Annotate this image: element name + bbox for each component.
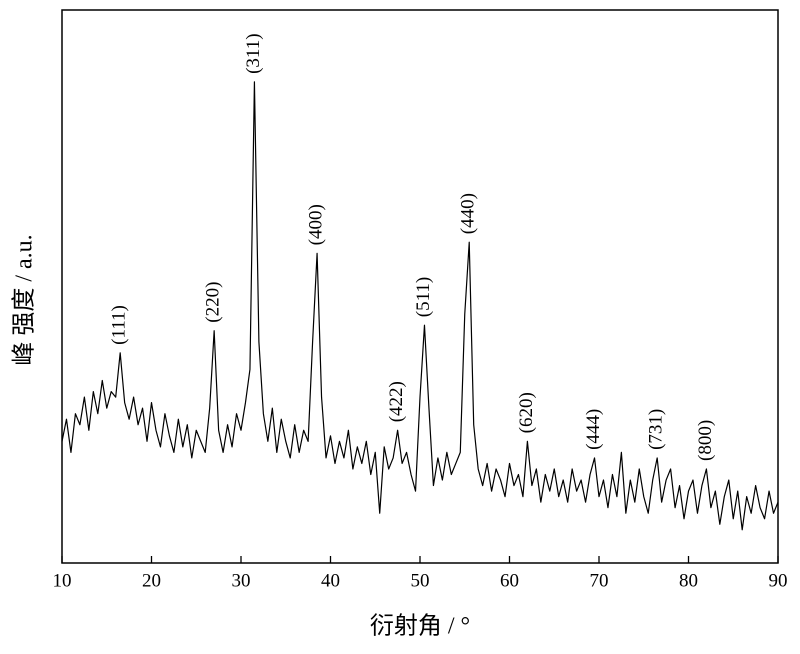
peak-label: (620) [516,392,537,433]
data-line [61,81,779,531]
x-tick-label: 70 [590,570,609,591]
x-tick-label: 90 [769,570,788,591]
x-tick-label: 10 [53,570,72,591]
peak-label: (311) [243,33,264,73]
x-axis-title: 衍射角 / ° [370,613,470,640]
peak-label: (111) [109,305,130,345]
x-tick-label: 60 [500,570,519,591]
x-tick-label: 20 [142,570,161,591]
peak-label: (731) [646,409,667,450]
peak-label: (440) [458,193,479,234]
x-tick-label: 40 [321,570,340,591]
peak-label: (511) [413,277,434,317]
x-tick-label: 50 [411,570,430,591]
y-axis-title: 峰 强度 / a.u. [11,234,38,365]
x-tick-label: 80 [679,570,698,591]
x-tick-label: 30 [232,570,251,591]
peak-label: (800) [695,420,716,461]
peak-label: (422) [386,381,407,422]
peak-label: (400) [305,204,326,245]
peak-label: (444) [583,409,604,450]
peak-label: (220) [203,282,224,323]
